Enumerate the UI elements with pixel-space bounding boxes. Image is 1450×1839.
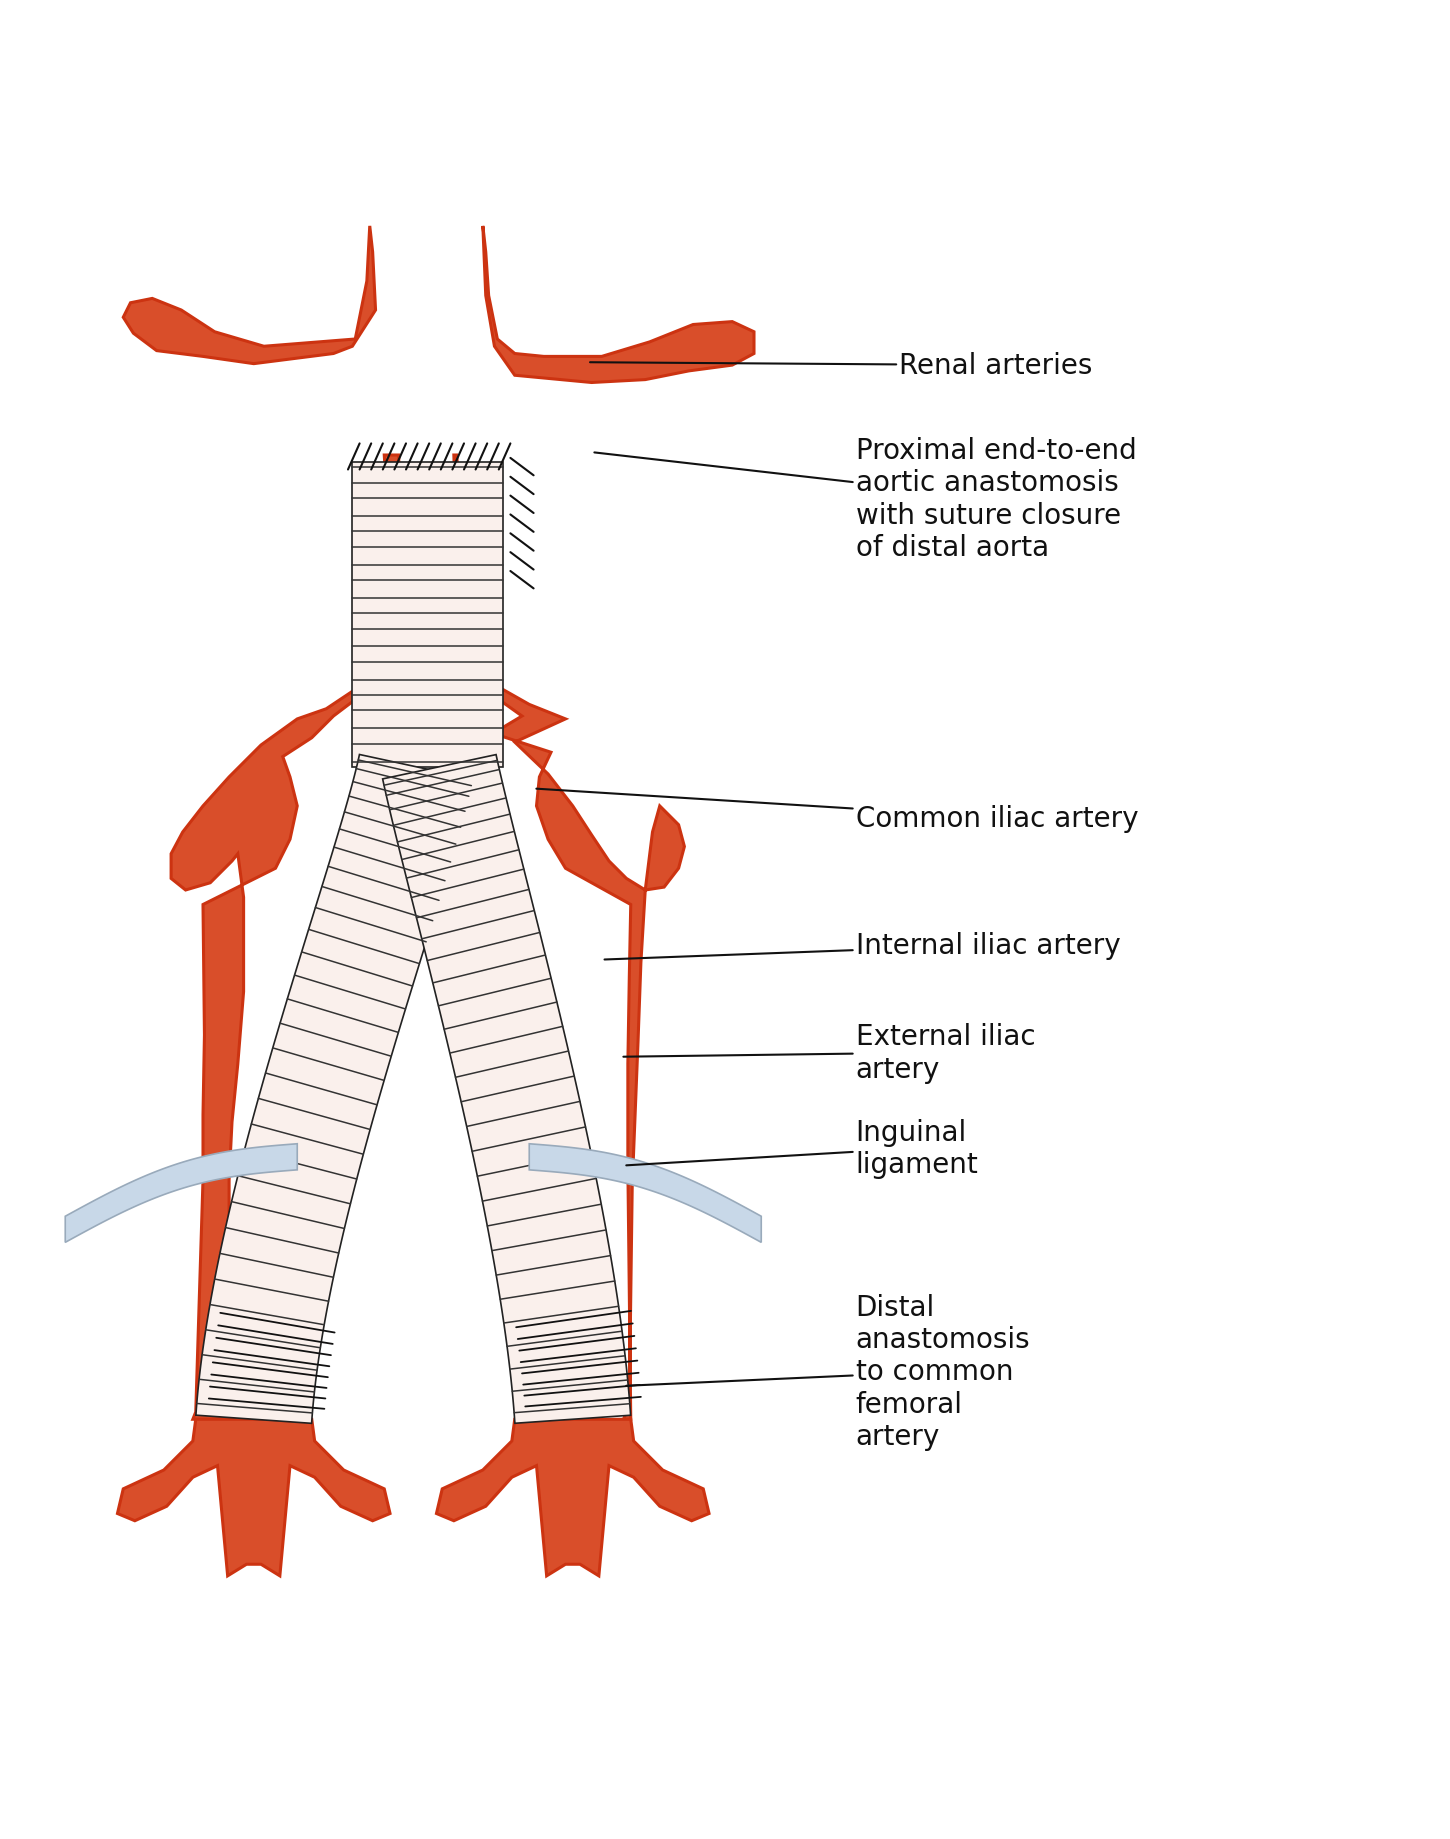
Polygon shape <box>383 756 631 1423</box>
Text: Proximal end-to-end
aortic anastomosis
with suture closure
of distal aorta: Proximal end-to-end aortic anastomosis w… <box>594 436 1137 561</box>
Text: Internal iliac artery: Internal iliac artery <box>605 932 1119 960</box>
Text: Renal arteries: Renal arteries <box>590 351 1092 381</box>
Polygon shape <box>65 1144 297 1243</box>
Polygon shape <box>483 226 754 383</box>
Polygon shape <box>436 1420 709 1576</box>
Polygon shape <box>352 463 503 767</box>
Polygon shape <box>117 1420 390 1576</box>
Polygon shape <box>196 756 473 1423</box>
Polygon shape <box>454 456 684 1420</box>
Polygon shape <box>529 1144 761 1243</box>
Text: Distal
anastomosis
to common
femoral
artery: Distal anastomosis to common femoral art… <box>626 1293 1030 1451</box>
Polygon shape <box>171 456 399 1420</box>
Text: External iliac
artery: External iliac artery <box>624 1022 1035 1083</box>
Text: Common iliac artery: Common iliac artery <box>536 789 1138 831</box>
Text: Inguinal
ligament: Inguinal ligament <box>626 1118 979 1179</box>
Polygon shape <box>123 226 376 364</box>
